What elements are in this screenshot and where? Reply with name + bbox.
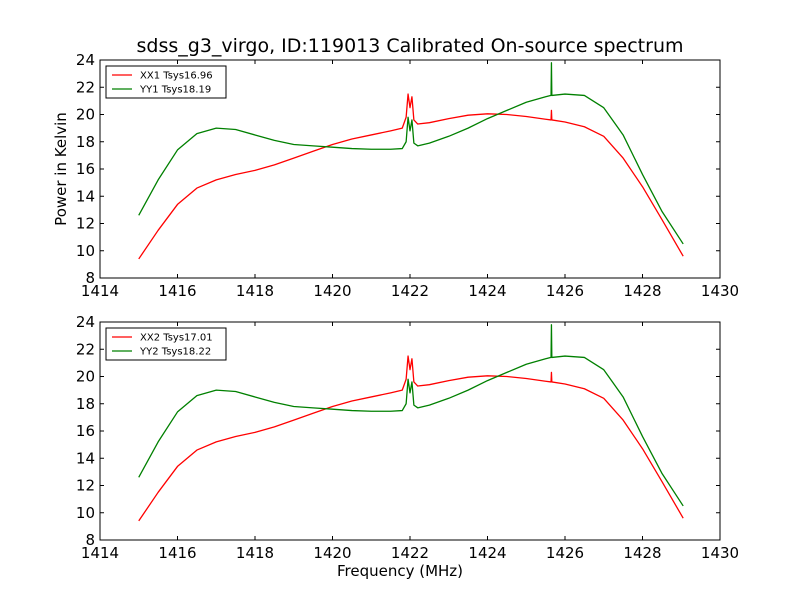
legend-label: YY2 Tsys18.22: [139, 347, 211, 358]
y-tick-label: 20: [76, 106, 95, 124]
legend-label: XX1 Tsys16.96: [140, 71, 213, 82]
y-tick-label: 14: [76, 449, 95, 467]
x-tick-label: 1420: [313, 544, 351, 562]
y-tick-label: 14: [76, 187, 95, 205]
y-tick-label: 10: [76, 242, 95, 260]
x-tick-label: 1428: [623, 544, 661, 562]
x-tick-label: 1426: [546, 282, 584, 300]
x-axis-label: Frequency (MHz): [337, 562, 463, 580]
y-tick-label: 8: [85, 269, 95, 287]
chart-panel-2: 1414 1416 1418 1420 1422 1424 1426 1428 14308101…: [76, 313, 739, 580]
series-line-2: [138, 324, 684, 507]
y-tick-label: 24: [76, 51, 95, 69]
y-tick-label: 10: [76, 504, 95, 522]
y-tick-label: 8: [85, 531, 95, 549]
legend: XX1 Tsys16.96 YY1 Tsys18.19: [105, 65, 227, 99]
y-tick-label: 18: [76, 133, 95, 151]
x-tick-label: 1422: [391, 544, 429, 562]
legend-label: XX2 Tsys17.01: [140, 333, 213, 344]
y-tick-label: 16: [76, 160, 95, 178]
x-tick-label: 1414: [81, 544, 119, 562]
chart-title: sdss_g3_virgo, ID:119013 Calibrated On-s…: [137, 35, 684, 57]
chart-panel-1: 1414 1416 1418 1420 1422 1424 1426 1428 14308101…: [52, 51, 739, 300]
x-tick-label: 1424: [468, 282, 506, 300]
y-tick-label: 20: [76, 368, 95, 386]
x-tick-label: 1428: [623, 282, 661, 300]
legend-box: [105, 65, 227, 99]
x-tick-label: 1424: [468, 544, 506, 562]
x-tick-label: 1420: [313, 282, 351, 300]
y-tick-label: 12: [76, 215, 95, 233]
x-tick-label: 1426: [546, 544, 584, 562]
y-tick-label: 22: [76, 340, 95, 358]
series-line-1: [138, 93, 684, 260]
y-tick-label: 16: [76, 422, 95, 440]
y-tick-label: 24: [76, 313, 95, 331]
y-tick-label: 18: [76, 395, 95, 413]
y-tick-label: 12: [76, 477, 95, 495]
x-tick-label: 1418: [236, 282, 274, 300]
x-tick-label: 1418: [236, 544, 274, 562]
legend-box: [105, 327, 227, 361]
series-line-1: [138, 355, 684, 522]
y-tick-label: 22: [76, 78, 95, 96]
legend: XX2 Tsys17.01 YY2 Tsys18.22: [105, 327, 227, 361]
x-tick-label: 1414: [81, 282, 119, 300]
y-axis-label: Power in Kelvin: [52, 112, 70, 226]
x-tick-label: 1416: [158, 282, 196, 300]
x-tick-label: 1422: [391, 282, 429, 300]
x-tick-label: 1430: [701, 282, 739, 300]
legend-label: YY1 Tsys18.19: [139, 85, 211, 96]
x-tick-label: 1416: [158, 544, 196, 562]
x-tick-label: 1430: [701, 544, 739, 562]
series-line-2: [138, 62, 684, 245]
